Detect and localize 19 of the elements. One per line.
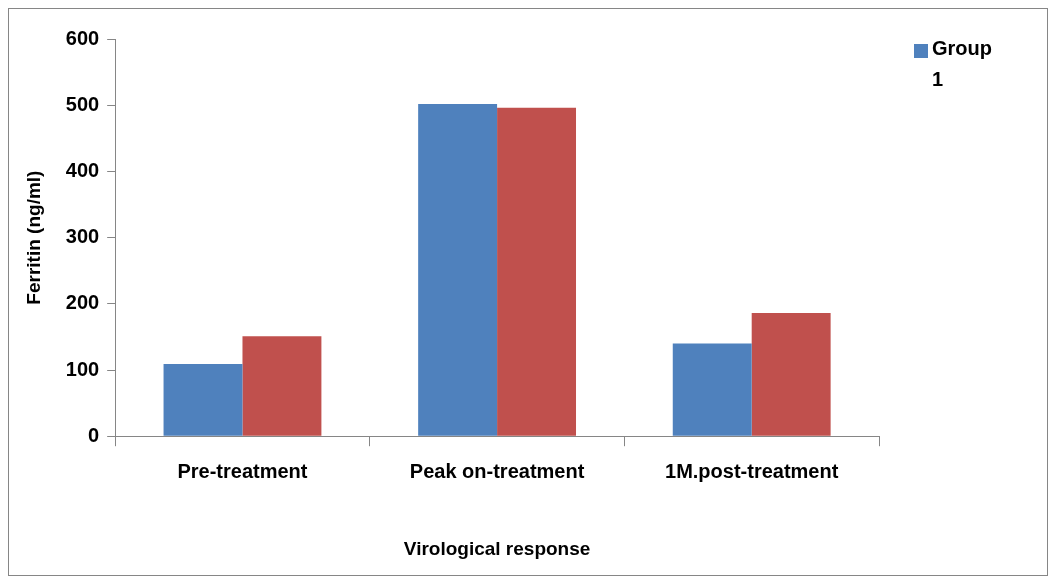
y-tick-label: 500 bbox=[65, 92, 100, 115]
y-tick-label: 100 bbox=[65, 357, 100, 380]
x-tick-label: 1M.post-treatment bbox=[665, 459, 839, 482]
x-tick-label: Peak on-treatment bbox=[409, 459, 585, 482]
x-tick-label: Pre-treatment bbox=[177, 459, 308, 482]
y-tick-label: 400 bbox=[65, 158, 100, 181]
bar bbox=[672, 343, 752, 436]
x-axis-title: Virological response bbox=[403, 537, 591, 559]
y-tick-label: 0 bbox=[88, 423, 100, 446]
bar bbox=[242, 336, 322, 436]
legend-label: Group 1 bbox=[932, 36, 993, 92]
y-tick-label: 300 bbox=[65, 225, 100, 248]
bar bbox=[418, 103, 498, 436]
y-tick-label: 600 bbox=[65, 26, 100, 49]
bar bbox=[497, 107, 577, 436]
bar bbox=[163, 364, 243, 436]
bar bbox=[751, 313, 831, 436]
y-tick-label: 200 bbox=[65, 291, 100, 314]
y-axis-title: Ferritin (ng/ml) bbox=[22, 170, 44, 305]
